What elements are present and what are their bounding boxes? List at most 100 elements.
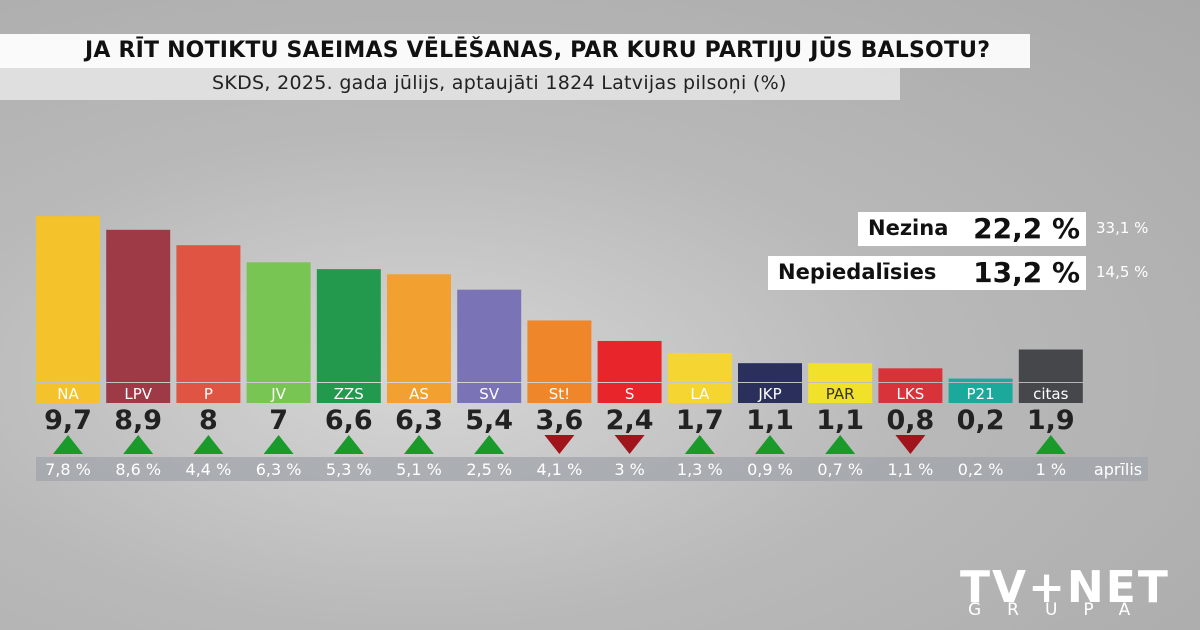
bar-jv (246, 262, 311, 382)
party-label-bg (808, 383, 873, 403)
data-label: 0,2 (957, 405, 1005, 436)
party-label: St! (549, 385, 570, 403)
party-label: SV (479, 385, 500, 403)
bar-na (36, 216, 100, 382)
previous-value-label: 4,4 % (186, 460, 232, 479)
party-label: citas (1033, 385, 1068, 403)
not-voting-previous: 14,5 % (1096, 263, 1149, 281)
previous-value-label: 6,3 % (256, 460, 302, 479)
previous-value-label: 2,5 % (466, 460, 512, 479)
bar-jkp (738, 363, 802, 382)
previous-value-label: 7,8 % (45, 460, 91, 479)
trend-up-icon (474, 435, 505, 454)
trend-up-icon (333, 435, 364, 454)
party-label: ZZS (334, 385, 364, 403)
party-label-bg (948, 383, 1013, 403)
bar-p (176, 245, 241, 382)
party-label: P21 (967, 385, 995, 403)
subtitle-band (0, 68, 900, 100)
data-label: 9,7 (44, 405, 92, 436)
party-label: JV (270, 385, 286, 403)
party-label-bg (246, 383, 311, 403)
previous-value-label: 0,2 % (958, 460, 1004, 479)
party-label-bg (527, 383, 592, 403)
previous-value-label: 1 % (1036, 460, 1066, 479)
party-label-bg (738, 383, 802, 403)
bar-lks (878, 368, 943, 382)
trend-up-icon (263, 435, 294, 454)
previous-value-label: 0,9 % (747, 460, 793, 479)
previous-value-label: 5,3 % (326, 460, 372, 479)
party-label-bg (597, 383, 662, 403)
not-voting-label: Nepiedalīsies (778, 260, 937, 284)
tvnet-logo: TV+NET (960, 562, 1170, 613)
data-label: 7 (269, 405, 288, 436)
party-label: LPV (124, 385, 152, 403)
bar-zzs (316, 269, 381, 382)
previous-value-label: 1,3 % (677, 460, 723, 479)
party-label-bg (878, 383, 943, 403)
data-label: 1,7 (676, 405, 724, 436)
undecided-value: 22,2 % (973, 212, 1080, 245)
trend-up-icon (123, 435, 154, 454)
party-label: S (625, 385, 635, 403)
bar-lpv (106, 229, 171, 382)
previous-value-label: 3 % (614, 460, 644, 479)
party-label-bg (36, 383, 100, 403)
undecided-previous: 33,1 % (1096, 219, 1149, 237)
trend-up-icon (1035, 435, 1066, 454)
undecided-label: Nezina (868, 216, 949, 240)
trend-down-icon (544, 435, 575, 454)
bar-as (387, 274, 451, 382)
bar-par (808, 363, 873, 382)
previous-value-label: 8,6 % (115, 460, 161, 479)
title-band (0, 34, 1030, 68)
data-label: 8,9 (114, 405, 162, 436)
chart-subtitle: SKDS, 2025. gada jūlijs, aptaujāti 1824 … (212, 72, 787, 94)
party-label: AS (409, 385, 429, 403)
bar-citas (1018, 349, 1083, 382)
data-label: 2,4 (606, 405, 654, 436)
party-label: NA (57, 385, 79, 403)
party-label-bg (457, 383, 522, 403)
trend-up-icon (825, 435, 856, 454)
party-label-bg (176, 383, 241, 403)
bar-st (527, 320, 592, 382)
party-label: JKP (757, 385, 781, 403)
party-label: LA (690, 385, 710, 403)
bar-p21 (948, 378, 1013, 382)
previous-value-label: 5,1 % (396, 460, 442, 479)
data-label: 1,1 (746, 405, 794, 436)
trend-up-icon (404, 435, 434, 454)
data-label: 0,8 (886, 405, 934, 436)
previous-band (36, 457, 1148, 481)
tvnet-logo-sub: GRUPA (968, 600, 1157, 620)
not-voting-value: 13,2 % (973, 256, 1080, 289)
party-label-bg (1018, 383, 1083, 403)
party-label: PAR (826, 385, 855, 403)
party-label-bg (106, 383, 171, 403)
bar-sv (457, 289, 522, 382)
party-label: P (204, 385, 213, 403)
bar-la (667, 352, 732, 382)
trend-down-icon (895, 435, 926, 454)
trend-up-icon (755, 435, 785, 454)
not-voting-box: Nepiedalīsies 13,2 % (768, 256, 1086, 290)
data-label: 6,6 (325, 405, 373, 436)
trend-up-icon (193, 435, 224, 454)
trend-up-icon (53, 435, 83, 454)
chart-title: JA RĪT NOTIKTU SAEIMAS VĒLĒŠANAS, PAR KU… (85, 38, 991, 63)
previous-value-label: 4,1 % (537, 460, 583, 479)
trend-down-icon (614, 435, 645, 454)
data-label: 1,1 (816, 405, 864, 436)
previous-value-label: 0,7 % (817, 460, 863, 479)
party-label-bg (316, 383, 381, 403)
previous-value-label: 1,1 % (888, 460, 934, 479)
trend-up-icon (684, 435, 715, 454)
previous-period-label: aprīlis (1094, 460, 1142, 479)
party-label-bg (387, 383, 451, 403)
data-label: 6,3 (395, 405, 443, 436)
undecided-box: Nezina 22,2 % (858, 212, 1086, 246)
data-label: 1,9 (1027, 405, 1075, 436)
